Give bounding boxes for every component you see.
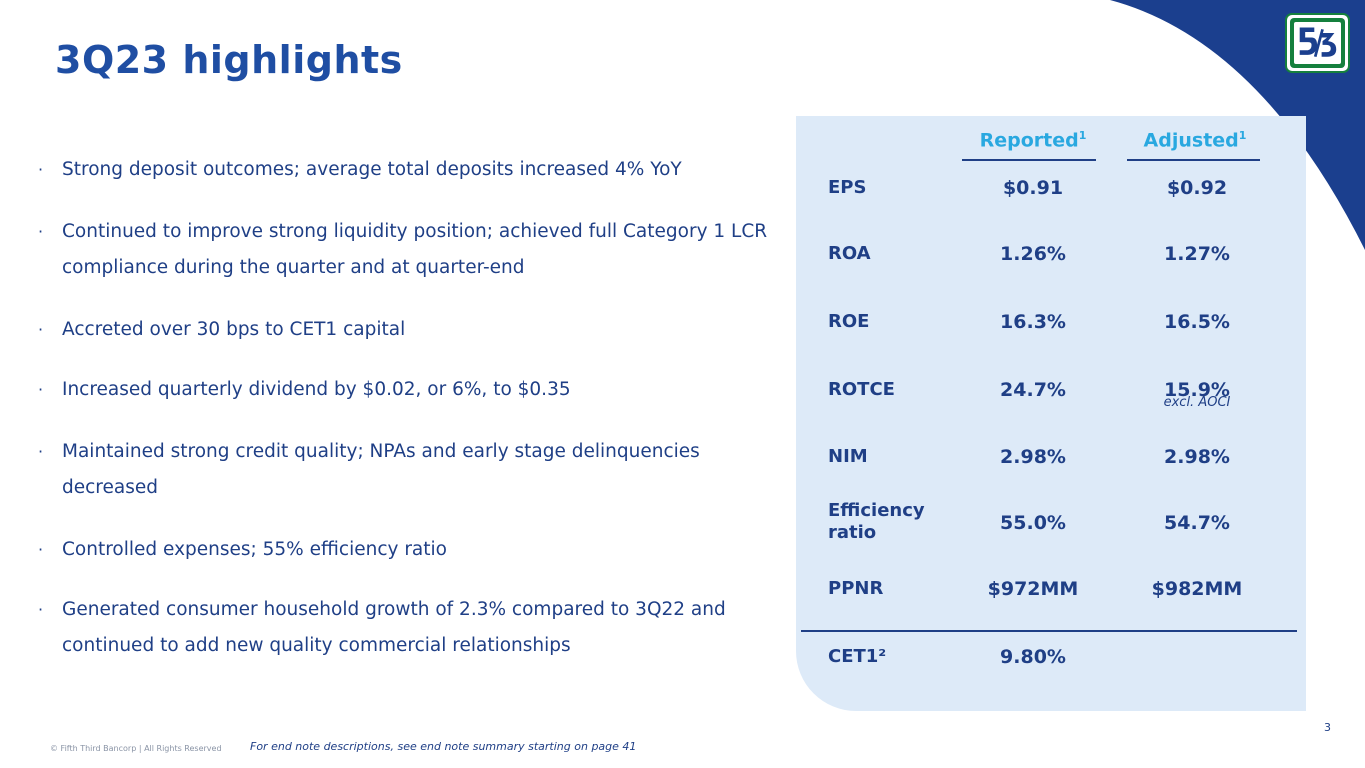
column-header-reported-label: Reported [979, 129, 1079, 152]
fifth-third-mark-icon [1299, 27, 1337, 58]
list-item: · Accreted over 30 bps to CET1 capital [38, 312, 768, 348]
cell-nim-adjusted: 2.98% [1164, 446, 1230, 468]
row-label-roa: ROA [828, 243, 871, 264]
list-item: · Controlled expenses; 55% efficiency rat… [38, 532, 768, 568]
row-label-eps: EPS [828, 177, 867, 198]
cell-eps-reported: $0.91 [1002, 177, 1064, 199]
list-item-text: Controlled expenses; 55% efficiency rati… [62, 539, 447, 560]
cell-nim-reported: 2.98% [1000, 446, 1066, 468]
list-item: · Generated consumer household growth of … [38, 592, 768, 664]
cell-rotce-reported: 24.7% [1000, 379, 1066, 401]
list-item-text: Accreted over 30 bps to CET1 capital [62, 319, 406, 340]
list-item-text: Continued to improve strong liquidity po… [62, 221, 768, 278]
row-label-rotce: ROTCE [828, 379, 895, 400]
table-divider [801, 630, 1297, 632]
page-number: 3 [1324, 721, 1331, 734]
cell-efficiency-adjusted: 54.7% [1164, 512, 1230, 534]
footnote-marker: 1 [1078, 129, 1087, 142]
footer-endnote: For end note descriptions, see end note … [250, 740, 637, 753]
column-rule-adjusted [1127, 159, 1260, 161]
column-header-adjusted: Adjusted1 [1128, 129, 1262, 151]
cell-cet1-reported: 9.80% [1000, 646, 1066, 668]
cell-ppnr-reported: $972MM [987, 578, 1079, 600]
logo-frame [1290, 18, 1345, 68]
fifth-third-logo [1285, 13, 1350, 73]
list-item-text: Maintained strong credit quality; NPAs a… [62, 441, 700, 498]
cell-roa-reported: 1.26% [1000, 243, 1066, 265]
list-item: · Maintained strong credit quality; NPAs … [38, 434, 768, 506]
bullet-dot-icon: · [38, 160, 44, 179]
footer-copyright: © Fifth Third Bancorp | All Rights Reser… [50, 744, 222, 753]
list-item-text: Strong deposit outcomes; average total d… [62, 159, 682, 180]
cell-roa-adjusted: 1.27% [1164, 243, 1230, 265]
page-title: 3Q23 highlights [55, 38, 403, 82]
footnote-marker: 1 [1238, 129, 1247, 142]
bullet-dot-icon: · [38, 600, 44, 619]
metrics-panel [796, 116, 1306, 711]
row-label-roe: ROE [828, 311, 870, 332]
bullet-dot-icon: · [38, 380, 44, 399]
logo-plate [1294, 22, 1341, 64]
row-label-ppnr: PPNR [828, 578, 884, 599]
list-item: · Continued to improve strong liquidity p… [38, 214, 768, 286]
cell-roe-adjusted: 16.5% [1164, 311, 1230, 333]
column-rule-reported [962, 159, 1096, 161]
cell-efficiency-reported: 55.0% [1000, 512, 1066, 534]
row-label-line: ratio [828, 522, 877, 543]
column-header-adjusted-label: Adjusted [1143, 129, 1239, 152]
bullet-dot-icon: · [38, 222, 44, 241]
cell-ppnr-adjusted: $982MM [1151, 578, 1243, 600]
cell-eps-adjusted: $0.92 [1166, 177, 1228, 199]
cell-roe-reported: 16.3% [1000, 311, 1066, 333]
list-item: · Increased quarterly dividend by $0.02, … [38, 372, 768, 408]
column-header-reported: Reported1 [966, 129, 1100, 151]
cell-rotce-adjusted: 15.9% [1164, 379, 1230, 401]
list-item-text: Increased quarterly dividend by $0.02, o… [62, 379, 571, 400]
row-label-nim: NIM [828, 446, 868, 467]
row-label-cet1: CET1² [828, 646, 887, 667]
list-item-text: Generated consumer household growth of 2… [62, 599, 726, 656]
list-item: · Strong deposit outcomes; average total … [38, 152, 768, 188]
bullet-dot-icon: · [38, 442, 44, 461]
row-label-line: Efficiency [828, 500, 925, 521]
bullet-dot-icon: · [38, 540, 44, 559]
bullet-dot-icon: · [38, 320, 44, 339]
rotce-adjusted-note: excl. AOCI [1163, 395, 1231, 410]
row-label-efficiency-ratio: Efficiency ratio [828, 500, 925, 544]
